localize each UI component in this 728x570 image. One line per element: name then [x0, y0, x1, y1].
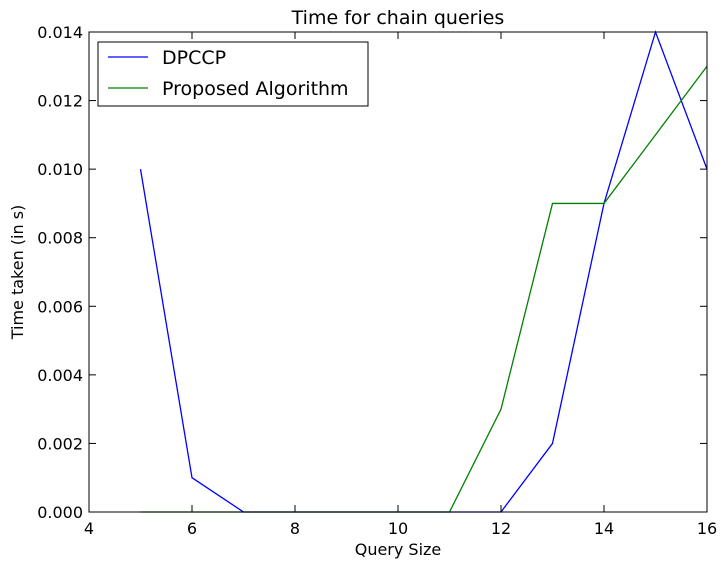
x-tick-label: 6 — [187, 519, 197, 538]
legend-label: DPCCP — [162, 47, 226, 69]
x-axis-label: Query Size — [355, 540, 442, 559]
x-tick-label: 16 — [697, 519, 717, 538]
legend: DPCCP Proposed Algorithm — [97, 41, 369, 107]
y-tick-label: 0.014 — [37, 23, 83, 42]
x-tick-label: 14 — [594, 519, 614, 538]
y-tick-label: 0.008 — [37, 229, 83, 248]
legend-box — [97, 41, 369, 107]
x-tick-label: 8 — [290, 519, 300, 538]
y-axis-label: Time taken (in s) — [8, 205, 27, 341]
ticks-layer: 4 6 8 10 12 14 16 0.000 0.002 0.004 0.006 0.008 0.01… — [37, 23, 717, 538]
y-tick-label: 0.002 — [37, 434, 83, 453]
chart-title: Time for chain queries — [291, 7, 505, 29]
y-tick-label: 0.010 — [37, 160, 83, 179]
y-tick-label: 0.000 — [37, 503, 83, 522]
x-tick-label: 4 — [84, 519, 94, 538]
x-tick-label: 12 — [491, 519, 511, 538]
y-tick-label: 0.006 — [37, 297, 83, 316]
y-tick-label: 0.012 — [37, 92, 83, 111]
y-tick-label: 0.004 — [37, 366, 83, 385]
x-tick-label: 10 — [388, 519, 408, 538]
plot-area: 4 6 8 10 12 14 16 0.000 0.002 0.004 0.006 0.008 0.01… — [37, 23, 717, 538]
legend-label: Proposed Algorithm — [162, 78, 349, 100]
